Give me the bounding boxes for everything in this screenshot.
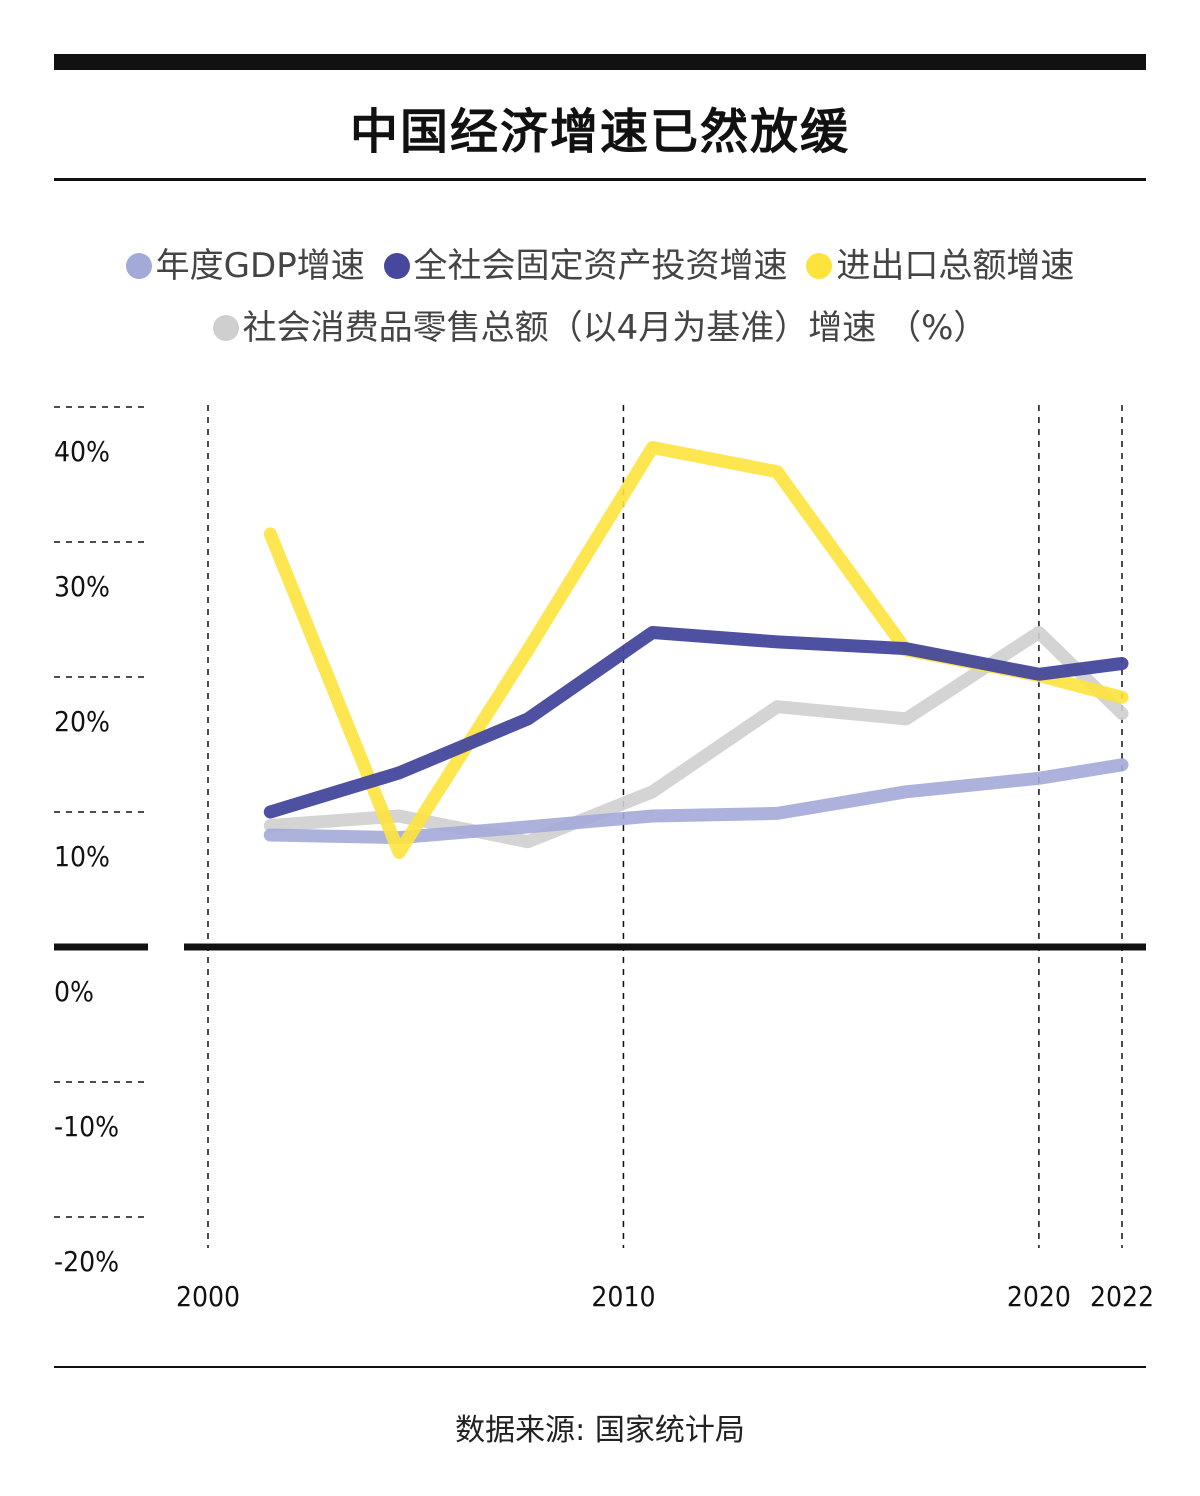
series-line-3 — [263, 626, 1129, 819]
y-tick-label-30: 30% — [54, 570, 110, 603]
y-tick-label--10: -10% — [54, 1110, 119, 1143]
x-tick-label-2010: 2010 — [591, 1280, 655, 1313]
legend-label-retail: 社会消费品零售总额（以4月为基准）增速 （%） — [242, 308, 988, 348]
legend-row-2: 社会消费品零售总额（以4月为基准）增速 （%） — [0, 300, 1200, 349]
legend-label-gdp: 年度GDP增速 — [155, 246, 365, 286]
legend-swatch-trade — [806, 253, 833, 279]
series-line-2 — [263, 441, 1129, 859]
chart-title: 中国经济增速已然放缓 — [349, 104, 850, 160]
x-tick-label-2000: 2000 — [176, 1280, 240, 1313]
x-tick-label-2022: 2022 — [1090, 1280, 1154, 1313]
legend-label-trade: 进出口总额增速 — [836, 246, 1075, 286]
legend-swatch-retail — [212, 315, 239, 341]
y-tick-label-10: 10% — [54, 840, 110, 873]
legend-swatch-gdp — [125, 253, 152, 279]
legend-label-investment: 全社会固定资产投资增速 — [413, 246, 788, 286]
title-rule — [54, 178, 1146, 181]
data-source: 数据来源: 国家统计局 — [455, 1413, 745, 1448]
y-tick-label-20: 20% — [54, 705, 110, 738]
x-tick-label-2020: 2020 — [1007, 1280, 1071, 1313]
series-line-1 — [263, 758, 1129, 845]
legend-row-1: 年度GDP增速 全社会固定资产投资增速 进出口总额增速 — [0, 238, 1200, 287]
legend-item-retail: 社会消费品零售总额（以4月为基准）增速 （%） — [212, 300, 988, 349]
legend-item-gdp: 年度GDP增速 — [125, 238, 365, 287]
bottom-rule — [54, 1366, 1146, 1368]
legend-swatch-investment — [383, 253, 410, 279]
y-tick-label--20: -20% — [54, 1245, 119, 1278]
top-rule — [54, 54, 1146, 70]
y-tick-label-40: 40% — [54, 435, 110, 468]
legend-item-investment: 全社会固定资产投资增速 — [383, 238, 788, 287]
legend-item-trade: 进出口总额增速 — [806, 238, 1074, 287]
y-tick-label-0: 0% — [54, 975, 94, 1008]
